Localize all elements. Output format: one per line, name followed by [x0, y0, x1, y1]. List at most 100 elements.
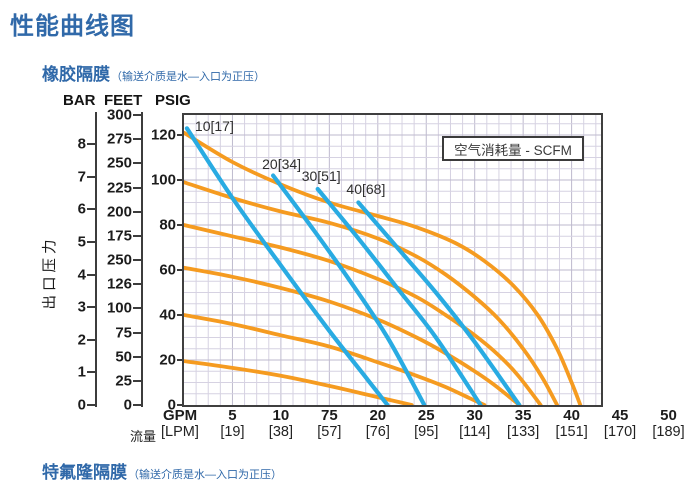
- section-teflon-diaphragm-label: 特氟隆隔膜: [42, 463, 127, 482]
- bar-tick-label: 1: [77, 363, 86, 381]
- scfm-line-label: 30[51]: [301, 168, 341, 184]
- psig-tick-label: 100: [150, 171, 176, 189]
- feet-tick-label: 25: [115, 372, 132, 390]
- feet-tick-label: 250: [106, 251, 132, 269]
- pressure-curve-20psig: [184, 359, 414, 405]
- gpm-tick-label: 35: [514, 407, 532, 424]
- bar-tick-mark: [87, 273, 95, 276]
- feet-tick-label: 250: [106, 154, 132, 172]
- psig-tick-mark: [177, 269, 182, 271]
- feet-tick-mark: [133, 234, 141, 237]
- air-consumption-30-scfm: [315, 186, 483, 405]
- psig-tick-mark: [177, 224, 182, 226]
- lpm-tick-label: [133]: [507, 424, 540, 440]
- psig-tick-label: 60: [159, 261, 176, 279]
- bar-tick-label: 4: [77, 266, 86, 283]
- feet-tick-label: 75: [115, 324, 132, 341]
- y-axis-title: 出口压力: [42, 235, 59, 310]
- pressure-curve-40psig: [184, 313, 487, 405]
- feet-tick-mark: [133, 259, 141, 261]
- psig-tick-mark: [177, 404, 182, 406]
- lpm-tick-label: [95]: [414, 424, 439, 440]
- psig-tick-mark: [177, 179, 182, 181]
- bar-tick-label: 3: [77, 298, 86, 316]
- bar-tick-mark: [87, 404, 95, 406]
- gpm-tick-label: 30: [466, 407, 484, 424]
- feet-tick-label: 50: [115, 348, 132, 366]
- section-teflon-diaphragm-note: （输送介质是水—入口为正压）: [128, 469, 282, 481]
- y-axis-unit-psig: PSIG: [155, 92, 191, 109]
- scfm-line-label: 20[34]: [262, 155, 302, 172]
- lpm-tick-label: [151]: [555, 424, 588, 440]
- gpm-tick-label: 5: [228, 407, 237, 424]
- psig-tick-mark: [177, 134, 182, 136]
- bar-axis-rail: [95, 112, 97, 407]
- bar-tick-label: 2: [77, 331, 86, 349]
- feet-tick-label: 300: [106, 106, 132, 124]
- lpm-tick-label: [19]: [220, 424, 245, 440]
- psig-tick-label: 80: [159, 216, 176, 234]
- lpm-tick-label: [170]: [603, 424, 637, 440]
- feet-tick-mark: [133, 331, 141, 334]
- feet-tick-mark: [133, 404, 141, 406]
- feet-tick-label: 275: [106, 130, 132, 148]
- air-consumption-40-scfm: [356, 200, 522, 405]
- x-axis-unit-lpm: [LPM]: [161, 424, 199, 440]
- performance-chart-plot-area: [182, 113, 603, 407]
- feet-axis-rail: [141, 112, 143, 407]
- section-teflon-diaphragm: 特氟隆隔膜（输送介质是水—入口为正压）: [42, 458, 282, 483]
- bar-tick-label: 6: [77, 200, 86, 218]
- lpm-tick-label: [189]: [652, 424, 685, 440]
- psig-tick-mark: [177, 359, 182, 361]
- feet-tick-label: 126: [106, 275, 132, 293]
- bar-tick-mark: [87, 240, 95, 243]
- gpm-tick-label: 20: [369, 407, 387, 424]
- lpm-tick-label: [114]: [459, 424, 491, 440]
- feet-tick-mark: [133, 210, 141, 213]
- lpm-tick-label: [57]: [317, 424, 342, 440]
- psig-tick-label: 120: [150, 126, 176, 144]
- air-consumption-10-scfm: [184, 126, 390, 405]
- air-consumption-20-scfm: [271, 173, 427, 405]
- section-rubber-diaphragm: 橡胶隔膜（输送介质是水—入口为正压）: [42, 60, 265, 85]
- gpm-tick-label: 10: [272, 407, 290, 424]
- bar-tick-mark: [87, 338, 95, 341]
- bar-tick-label: 5: [77, 233, 86, 251]
- x-axis-unit-gpm: GPM: [163, 407, 198, 424]
- feet-tick-label: 100: [106, 299, 132, 317]
- feet-tick-mark: [133, 138, 141, 141]
- gpm-tick-label: 45: [611, 407, 629, 424]
- psig-tick-label: 20: [159, 351, 176, 369]
- feet-tick-mark: [133, 379, 141, 382]
- bar-tick-mark: [87, 371, 95, 374]
- section-rubber-diaphragm-note: （输送介质是水—入口为正压）: [111, 71, 265, 83]
- lpm-tick-label: [38]: [268, 424, 293, 440]
- feet-tick-label: 200: [106, 203, 132, 221]
- scfm-line-label: 40[68]: [346, 180, 386, 197]
- gpm-tick-label: 40: [563, 407, 580, 424]
- bar-tick-mark: [87, 175, 95, 178]
- x-axis-flow-label: 流量: [130, 429, 157, 444]
- y-axis-unit-bar: BAR: [63, 92, 96, 109]
- feet-tick-label: 175: [106, 227, 132, 245]
- bar-tick-label: 0: [77, 396, 86, 414]
- feet-tick-label: 0: [123, 396, 132, 414]
- scfm-line-label: 10[17]: [194, 118, 234, 135]
- gpm-tick-label: 25: [417, 407, 435, 424]
- psig-tick-label: 40: [159, 306, 176, 324]
- psig-tick-label: 0: [167, 396, 176, 414]
- bar-tick-mark: [87, 208, 95, 211]
- gpm-tick-label: 50: [660, 407, 677, 424]
- feet-tick-mark: [133, 162, 141, 165]
- pressure-curve-100psig: [184, 180, 559, 405]
- bar-tick-label: 8: [77, 135, 86, 153]
- feet-tick-label: 225: [106, 179, 132, 196]
- feet-tick-mark: [133, 186, 141, 189]
- bar-tick-label: 7: [77, 168, 86, 186]
- bar-tick-mark: [87, 143, 95, 145]
- y-axis-unit-feet: FEET: [104, 92, 143, 109]
- gpm-tick-label: 75: [321, 407, 338, 424]
- section-rubber-diaphragm-label: 橡胶隔膜: [42, 65, 110, 84]
- feet-tick-mark: [133, 355, 141, 358]
